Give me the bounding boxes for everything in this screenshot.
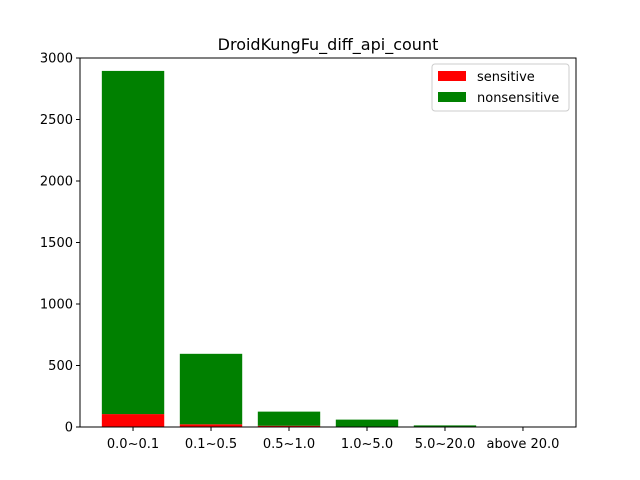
legend-label-nonsensitive: nonsensitive	[477, 91, 559, 106]
bars	[101, 70, 555, 427]
x-tick-label: above 20.0	[486, 437, 559, 452]
bar-nonsensitive-4	[413, 425, 477, 427]
bar-sensitive-0	[101, 414, 165, 427]
y-tick-label: 2500	[40, 113, 73, 128]
x-tick-label: 0.5~1.0	[263, 437, 315, 452]
x-tick-label: 1.0~5.0	[341, 437, 393, 452]
legend-swatch-sensitive	[438, 71, 466, 81]
y-tick-label: 500	[48, 359, 73, 374]
axes: 0 500 1000 1500 2000 2500 3000 0.0~0.1 0.1~0.5 0.…	[40, 52, 577, 452]
legend-box	[431, 63, 570, 112]
bar-sensitive-2	[257, 425, 321, 427]
bar-nonsensitive-1	[179, 353, 243, 425]
x-tick-label: 0.0~0.1	[107, 437, 159, 452]
bar-nonsensitive-0	[101, 70, 165, 415]
chart-title: DroidKungFu_diff_api_count	[218, 35, 439, 55]
x-tick-label: 0.1~0.5	[185, 437, 237, 452]
y-tick-label: 1000	[40, 298, 73, 313]
bar-sensitive-1	[179, 424, 243, 427]
bar-nonsensitive-3	[335, 419, 399, 427]
legend-label-sensitive: sensitive	[477, 70, 535, 85]
legend: sensitive nonsensitive	[431, 63, 570, 112]
bar-nonsensitive-2	[257, 411, 321, 426]
y-tick-label: 1500	[40, 236, 73, 251]
y-tick-label: 0	[65, 421, 73, 436]
x-tick-label: 5.0~20.0	[415, 437, 476, 452]
y-tick-label: 3000	[40, 52, 73, 67]
y-tick-label: 2000	[40, 175, 73, 190]
legend-swatch-nonsensitive	[438, 92, 466, 102]
